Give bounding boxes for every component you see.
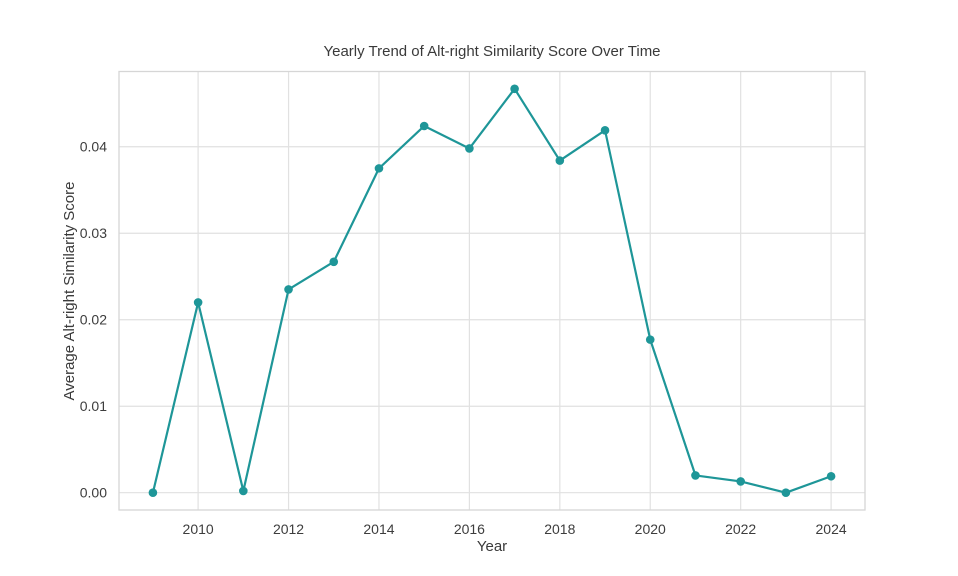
data-point xyxy=(736,477,745,486)
x-tick-label: 2014 xyxy=(363,521,394,537)
plot-area xyxy=(118,70,866,511)
grid-lines xyxy=(119,71,865,510)
x-axis-label: Year xyxy=(477,538,507,555)
data-point xyxy=(645,335,655,344)
data-point xyxy=(781,488,791,498)
data-point xyxy=(600,126,610,135)
data-point xyxy=(374,164,384,173)
data-point xyxy=(510,84,519,94)
trend-series xyxy=(148,84,836,498)
tick-labels: 2010 2012 2014 2016 2018 2020 2022 2024 0.00 0.01… xyxy=(80,139,847,537)
x-tick-label: 2012 xyxy=(273,521,304,537)
x-tick-label: 2018 xyxy=(544,521,575,537)
data-point xyxy=(419,121,429,131)
y-axis-label: Average Alt-right Similarity Score xyxy=(61,182,78,401)
y-tick-label: 0.01 xyxy=(80,398,107,414)
x-tick-label: 2022 xyxy=(725,521,756,537)
x-tick-label: 2024 xyxy=(816,521,847,537)
data-point xyxy=(148,488,158,498)
x-tick-label: 2010 xyxy=(183,521,214,537)
data-point xyxy=(284,285,293,294)
chart-title: Yearly Trend of Alt-right Similarity Sco… xyxy=(323,43,660,60)
data-point xyxy=(239,486,248,496)
data-point xyxy=(826,471,836,481)
data-point xyxy=(555,156,565,165)
data-point xyxy=(691,471,700,480)
y-tick-label: 0.03 xyxy=(80,225,107,241)
y-tick-label: 0.04 xyxy=(80,139,107,155)
y-tick-label: 0.02 xyxy=(80,312,107,328)
y-tick-label: 0.00 xyxy=(80,485,107,501)
x-tick-label: 2016 xyxy=(454,521,485,537)
x-tick-label: 2020 xyxy=(635,521,666,537)
data-point xyxy=(465,144,474,153)
trend-line xyxy=(151,87,833,494)
data-point xyxy=(193,298,203,307)
data-point xyxy=(329,257,339,267)
